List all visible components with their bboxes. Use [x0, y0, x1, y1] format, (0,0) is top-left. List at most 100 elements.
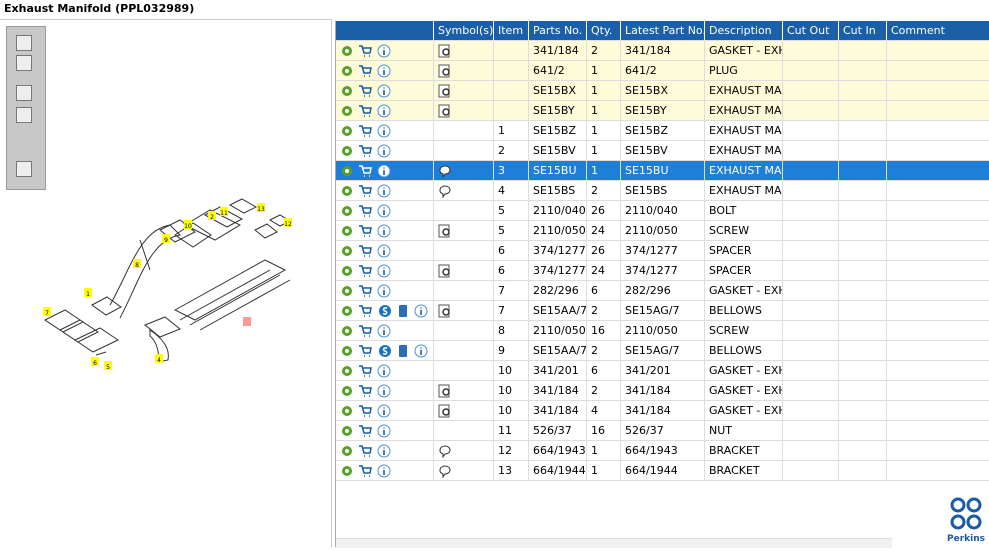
- fit-button[interactable]: [16, 85, 32, 101]
- grid-cell[interactable]: 6: [494, 261, 529, 281]
- grid-cell[interactable]: 26: [587, 241, 621, 261]
- grid-cell[interactable]: 341/201: [621, 361, 705, 381]
- grid-cell[interactable]: SE15AA/7: [529, 301, 587, 321]
- grid-cell[interactable]: 341/184: [621, 41, 705, 61]
- grid-cell[interactable]: 16: [587, 421, 621, 441]
- row-actions[interactable]: [336, 221, 434, 241]
- grid-cell[interactable]: NUT: [705, 421, 783, 441]
- grid-cell[interactable]: EXHAUST MAN: [705, 81, 783, 101]
- grid-cell[interactable]: 2110/050: [621, 321, 705, 341]
- grid-cell[interactable]: 24: [587, 261, 621, 281]
- grid-cell[interactable]: GASKET - EXHA: [705, 361, 783, 381]
- grid-cell[interactable]: EXHAUST MAN: [705, 121, 783, 141]
- grid-cell[interactable]: 2: [587, 341, 621, 361]
- grid-cell[interactable]: 8: [494, 321, 529, 341]
- grid-cell[interactable]: 5: [494, 201, 529, 221]
- column-header[interactable]: Cut In: [839, 21, 887, 41]
- grid-cell[interactable]: 341/201: [529, 361, 587, 381]
- grid-cell[interactable]: 374/1277: [621, 241, 705, 261]
- grid-cell[interactable]: 341/184: [621, 401, 705, 421]
- grid-cell[interactable]: 1: [587, 161, 621, 181]
- grid-cell[interactable]: SE15BY: [621, 101, 705, 121]
- grid-cell[interactable]: 374/1277: [621, 261, 705, 281]
- grid-cell[interactable]: [494, 61, 529, 81]
- grid-cell[interactable]: 10: [494, 401, 529, 421]
- row-actions[interactable]: [336, 341, 434, 361]
- grid-cell[interactable]: 526/37: [529, 421, 587, 441]
- grid-cell[interactable]: BELLOWS: [705, 341, 783, 361]
- column-header[interactable]: Comment: [887, 21, 989, 41]
- grid-cell[interactable]: BELLOWS: [705, 301, 783, 321]
- row-actions[interactable]: [336, 361, 434, 381]
- grid-cell[interactable]: 1: [587, 121, 621, 141]
- grid-cell[interactable]: 1: [587, 141, 621, 161]
- zoom-out-button[interactable]: [16, 55, 32, 71]
- grid-cell[interactable]: [494, 41, 529, 61]
- row-actions[interactable]: [336, 301, 434, 321]
- grid-cell[interactable]: 6: [587, 281, 621, 301]
- grid-cell[interactable]: SE15BZ: [529, 121, 587, 141]
- grid-cell[interactable]: 664/1943: [621, 441, 705, 461]
- grid-cell[interactable]: SPACER: [705, 261, 783, 281]
- row-actions[interactable]: [336, 61, 434, 81]
- row-actions[interactable]: [336, 401, 434, 421]
- row-actions[interactable]: [336, 161, 434, 181]
- grid-cell[interactable]: EXHAUST MAN: [705, 141, 783, 161]
- grid-cell[interactable]: EXHAUST MAN: [705, 101, 783, 121]
- grid-cell[interactable]: 5: [494, 221, 529, 241]
- grid-cell[interactable]: SCREW: [705, 221, 783, 241]
- grid-cell[interactable]: 3: [494, 161, 529, 181]
- grid-cell[interactable]: BRACKET: [705, 441, 783, 461]
- row-actions[interactable]: [336, 421, 434, 441]
- grid-cell[interactable]: GASKET - EXHA: [705, 41, 783, 61]
- grid-cell[interactable]: SE15BY: [529, 101, 587, 121]
- grid-cell[interactable]: PLUG: [705, 61, 783, 81]
- panel-toggle-button[interactable]: [16, 161, 32, 177]
- grid-cell[interactable]: 374/1277: [529, 261, 587, 281]
- grid-cell[interactable]: SE15BX: [621, 81, 705, 101]
- grid-cell[interactable]: 10: [494, 381, 529, 401]
- grid-cell[interactable]: 26: [587, 201, 621, 221]
- grid-cell[interactable]: SCREW: [705, 321, 783, 341]
- column-header[interactable]: Description: [705, 21, 783, 41]
- grid-cell[interactable]: SE15BV: [529, 141, 587, 161]
- grid-cell[interactable]: BOLT: [705, 201, 783, 221]
- grid-cell[interactable]: SPACER: [705, 241, 783, 261]
- grid-cell[interactable]: 1: [494, 121, 529, 141]
- row-actions[interactable]: [336, 261, 434, 281]
- grid-cell[interactable]: SE15BX: [529, 81, 587, 101]
- grid-cell[interactable]: 4: [587, 401, 621, 421]
- grid-cell[interactable]: 341/184: [529, 401, 587, 421]
- grid-cell[interactable]: 664/1943: [529, 441, 587, 461]
- grid-cell[interactable]: 641/2: [621, 61, 705, 81]
- grid-cell[interactable]: 16: [587, 321, 621, 341]
- grid-cell[interactable]: SE15BS: [529, 181, 587, 201]
- grid-cell[interactable]: 1: [587, 441, 621, 461]
- grid-cell[interactable]: SE15AA/7: [529, 341, 587, 361]
- grid-cell[interactable]: 11: [494, 421, 529, 441]
- grid-cell[interactable]: 526/37: [621, 421, 705, 441]
- row-actions[interactable]: [336, 201, 434, 221]
- grid-cell[interactable]: 2: [494, 141, 529, 161]
- grid-cell[interactable]: 2110/040: [621, 201, 705, 221]
- grid-cell[interactable]: SE15BU: [621, 161, 705, 181]
- grid-cell[interactable]: 641/2: [529, 61, 587, 81]
- grid-cell[interactable]: 2110/050: [621, 221, 705, 241]
- grid-cell[interactable]: 664/1944: [621, 461, 705, 481]
- grid-cell[interactable]: SE15BS: [621, 181, 705, 201]
- column-header[interactable]: Latest Part No.: [621, 21, 705, 41]
- grid-cell[interactable]: 7: [494, 281, 529, 301]
- grid-cell[interactable]: EXHAUST MAN: [705, 181, 783, 201]
- column-header[interactable]: Qty.: [587, 21, 621, 41]
- grid-cell[interactable]: SE15BU: [529, 161, 587, 181]
- column-header[interactable]: Cut Out: [783, 21, 839, 41]
- row-actions[interactable]: [336, 321, 434, 341]
- grid-cell[interactable]: 1: [587, 101, 621, 121]
- grid-cell[interactable]: SE15AG/7: [621, 341, 705, 361]
- grid-cell[interactable]: BRACKET: [705, 461, 783, 481]
- grid-cell[interactable]: 13: [494, 461, 529, 481]
- row-actions[interactable]: [336, 121, 434, 141]
- row-actions[interactable]: [336, 381, 434, 401]
- grid-cell[interactable]: 374/1277: [529, 241, 587, 261]
- grid-cell[interactable]: 2: [587, 381, 621, 401]
